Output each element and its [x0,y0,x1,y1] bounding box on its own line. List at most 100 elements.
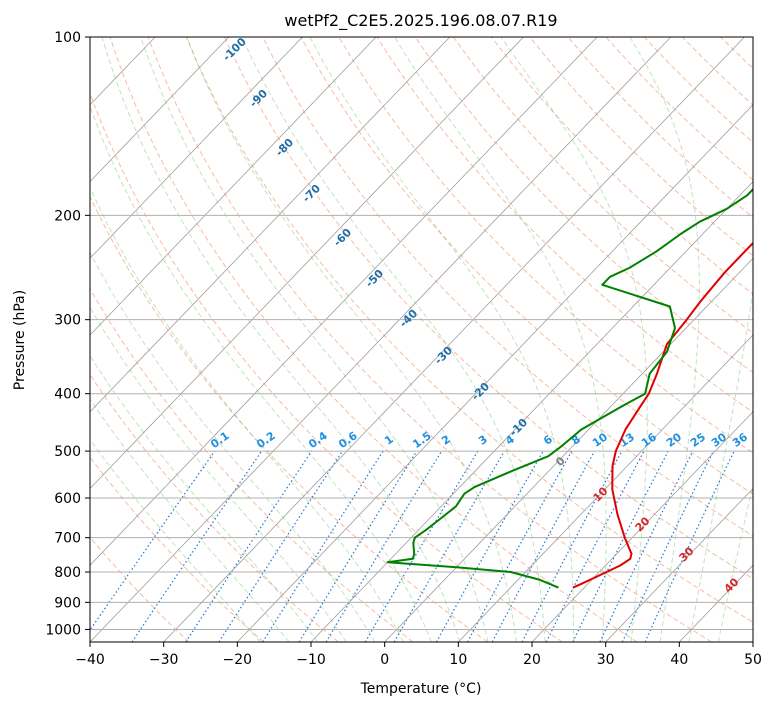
dry-adiabat [0,37,263,642]
plot-frame [90,37,753,642]
isotherm-line [0,37,450,642]
y-tick-label: 100 [54,30,81,46]
mixing-ratio-line [132,451,262,642]
mixing-ratio-line [219,451,343,642]
dry-adiabat [34,37,488,642]
x-tick-label: 50 [744,652,762,668]
moist-adiabat [0,37,346,642]
isotherm-line [753,37,775,642]
y-tick-label: 700 [54,531,81,547]
mixing-ratio-line [394,451,504,642]
isotherm-label: -20 [469,380,492,403]
y-tick-label: 900 [54,595,81,611]
moist-adiabat [40,37,403,642]
y-axis-ticks: 100 200 300 400 500 600 700 800 900 1000 [45,30,90,638]
dry-adiabat [682,37,775,642]
moist-adiabat-label: 40 [722,575,742,595]
moist-adiabat [69,37,432,642]
mixing-ratio-line [573,451,668,642]
mixing-ratio-line [82,451,215,642]
mixing-ratio-line [299,451,417,642]
mixing-ratio-label: 10 [590,430,610,450]
isotherm-line [0,37,229,642]
x-tick-label: 30 [597,652,615,668]
moist-adiabat [689,37,766,642]
x-tick-label: −40 [75,652,105,668]
background-lines [0,37,775,642]
isotherm-line [0,37,302,642]
dry-adiabat [0,37,413,642]
mixing-ratio-label: 16 [639,430,659,450]
dry-adiabat [0,37,189,642]
dry-adiabat [415,37,775,642]
dry-adiabat [721,37,775,642]
moist-adiabat [14,37,375,642]
y-tick-label: 200 [54,208,81,224]
y-tick-label: 1000 [45,622,81,638]
dry-adiabat [453,37,775,642]
profile-series [388,37,775,588]
isotherm-line [0,37,523,642]
mixing-ratio-label: 0.2 [254,429,277,451]
mixing-ratio-label: 1 [382,433,396,448]
mixing-ratio-line [365,451,478,642]
moist-adiabat [0,37,260,642]
isotherm-line [532,37,775,642]
mixing-ratio-line [522,451,622,642]
mixing-ratio-line [645,451,734,642]
grid-lines [0,37,775,642]
x-tick-label: −10 [296,652,326,668]
dry-adiabat [110,37,637,642]
mixing-ratio-label: 1.5 [410,429,433,451]
mixing-ratio-label: 3 [476,433,490,448]
isotherm-line [237,37,775,642]
isotherm-label: -40 [397,307,420,330]
y-tick-label: 400 [54,387,81,403]
isotherm-line [0,37,8,642]
mixing-ratio-label: 2 [439,433,453,448]
x-tick-label: −30 [149,652,179,668]
isotherm-label: -50 [363,267,386,290]
x-tick-label: 20 [523,652,541,668]
isotherm-label: 0 [553,454,568,469]
isotherm-line [0,37,376,642]
y-tick-label: 500 [54,444,81,460]
mixing-ratio-label: 0.6 [336,429,360,451]
mixing-ratio-label: 25 [688,430,708,449]
x-axis-ticks: −40 −30 −20 −10 0 10 20 30 40 50 [75,642,762,668]
isotherm-label: -60 [331,226,354,249]
moist-adiabat-label: 20 [633,514,653,534]
mixing-ratio-line [186,451,312,642]
dry-adiabat [759,37,775,642]
mixing-ratio-label: 6 [541,432,555,447]
dry-adiabat [492,37,775,642]
mixing-ratio-label: 20 [664,430,684,450]
isotherm-label: -70 [300,182,323,205]
mixing-ratio-label: 30 [709,430,729,450]
x-tick-label: 10 [449,652,467,668]
x-tick-label: 40 [670,652,688,668]
mixing-ratio-label: 0.4 [306,429,330,451]
y-tick-label: 300 [54,313,81,329]
isotherm-line [164,37,745,642]
dewpoint-profile [388,37,775,588]
x-tick-label: 0 [380,652,389,668]
moist-adiabat-label: 30 [677,544,697,564]
moist-adiabat [242,37,545,642]
chart-title: wetPf2_C2E5.2025.196.08.07.R19 [284,11,557,31]
mixing-ratio-label: 0.1 [208,429,231,451]
y-axis-title: Pressure (hPa) [12,290,28,390]
mixing-ratio-line [468,451,572,642]
moist-adiabat [718,37,775,642]
moist-adiabat [310,37,574,642]
y-tick-label: 800 [54,565,81,581]
y-tick-label: 600 [54,491,81,507]
isotherm-label: -80 [273,136,296,159]
x-axis-title: Temperature (°C) [360,681,482,697]
isotherm-label: -30 [432,344,455,367]
x-tick-label: −20 [223,652,253,668]
